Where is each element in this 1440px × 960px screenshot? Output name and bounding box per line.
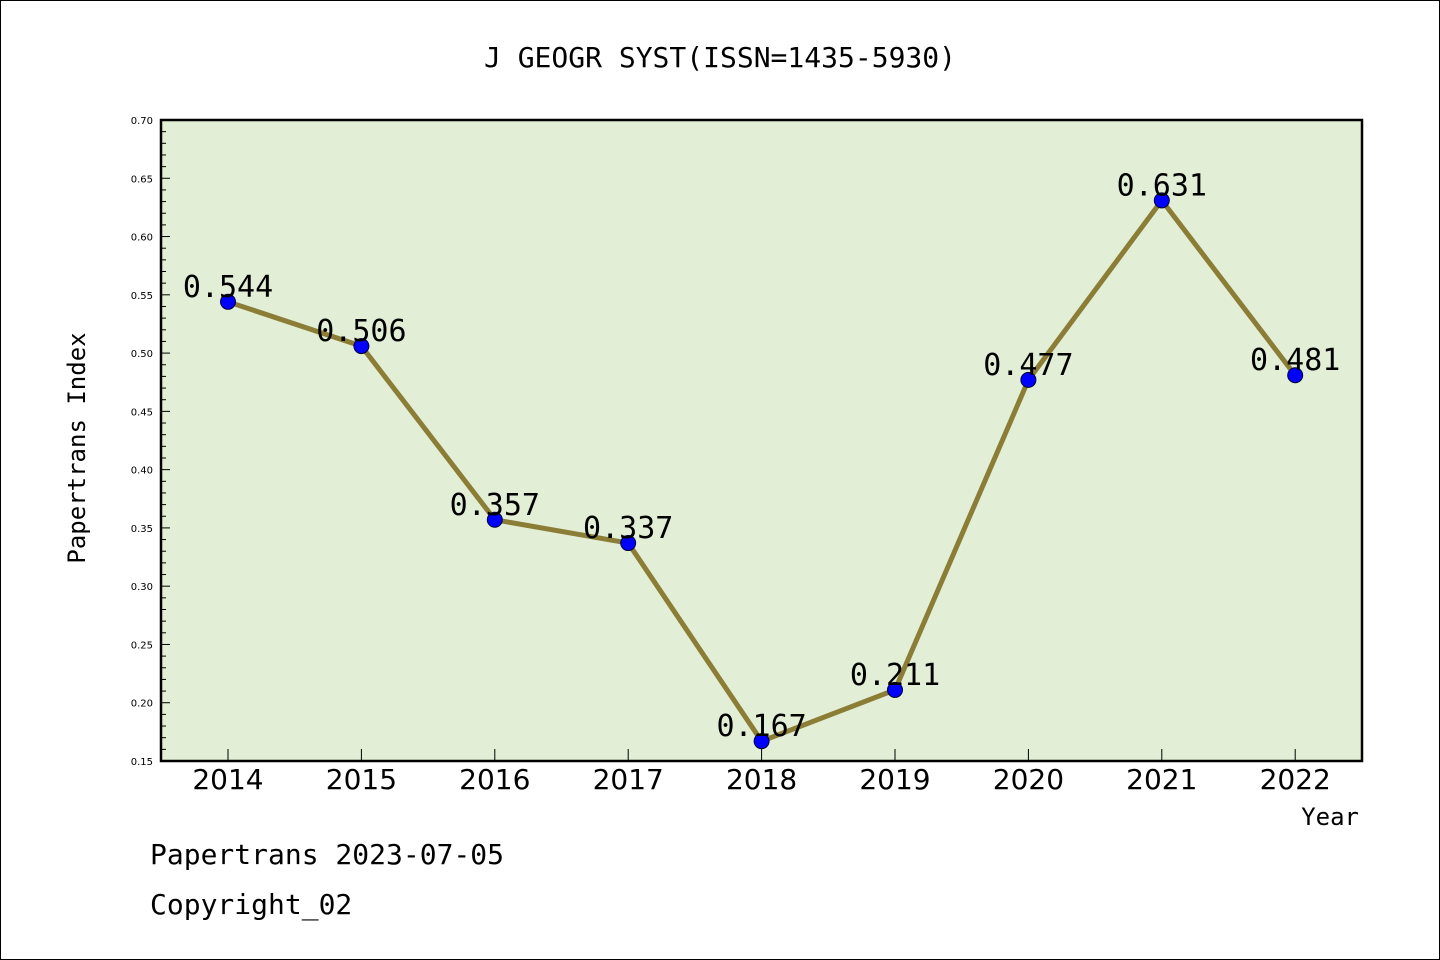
- series-markers: [220, 192, 1304, 750]
- x-tick-label: 2022: [1260, 763, 1331, 796]
- y-tick-label: 0.30: [131, 582, 153, 593]
- y-tick-label: 0.15: [131, 757, 153, 768]
- data-label: 0.477: [983, 348, 1073, 383]
- x-tick-label: 2019: [859, 763, 930, 796]
- data-point: [620, 535, 637, 552]
- x-tick-label: 2020: [993, 763, 1064, 796]
- y-tick-label: 0.20: [131, 699, 153, 710]
- data-point: [753, 733, 770, 750]
- y-tick-label: 0.35: [131, 524, 153, 535]
- data-point: [220, 293, 236, 310]
- data-label: 0.481: [1250, 343, 1340, 378]
- x-tick-label: 2015: [326, 763, 397, 796]
- data-label: 0.211: [850, 658, 940, 693]
- data-point: [1020, 371, 1037, 388]
- y-tick-label: 0.60: [131, 233, 153, 244]
- y-axis: 0.15 0.20 0.25 0.30 0.35 0.40 0.45 0.50 0.55 0.60…: [131, 116, 170, 768]
- data-label: 0.506: [316, 314, 406, 349]
- y-tick-label: 0.50: [131, 349, 153, 360]
- x-tick-label: 2018: [726, 763, 797, 796]
- data-label: 0.337: [583, 511, 673, 546]
- data-label: 0.544: [183, 270, 273, 305]
- data-label: 0.631: [1117, 168, 1207, 203]
- data-point: [1153, 192, 1170, 209]
- footer-date-text: Papertrans 2023-07-05: [150, 838, 504, 871]
- data-label: 0.167: [716, 709, 806, 744]
- data-point: [887, 681, 903, 698]
- x-tick-label: 2017: [593, 763, 664, 796]
- y-tick-label: 0.55: [131, 291, 153, 302]
- y-axis-title: Papertrans Index: [63, 332, 91, 563]
- data-labels: 0.544 0.506 0.357 0.337 0.167 0.211 0.477 0.631…: [183, 168, 1341, 744]
- x-tick-label: 2016: [459, 763, 530, 796]
- chart-title: J GEOGR SYST(ISSN=1435-5930): [484, 41, 956, 74]
- y-tick-label: 0.45: [131, 407, 153, 418]
- x-axis: 2014 2015 2016 2017 2018 2019 2020 2021 2022: [192, 749, 1331, 796]
- y-tick-label: 0.70: [131, 116, 153, 127]
- plot-area: [159, 118, 1364, 763]
- y-tick-label: 0.40: [131, 466, 153, 477]
- data-label: 0.357: [450, 488, 540, 523]
- footer-copyright-text: Copyright_02: [150, 888, 352, 922]
- y-tick-label: 0.25: [131, 640, 153, 651]
- x-tick-label: 2014: [192, 763, 263, 796]
- x-tick-label: 2021: [1126, 763, 1197, 796]
- y-tick-label: 0.65: [131, 174, 153, 185]
- data-point: [1287, 367, 1304, 384]
- data-point: [486, 511, 503, 528]
- data-point: [353, 338, 370, 355]
- x-axis-title: Year: [1301, 803, 1359, 831]
